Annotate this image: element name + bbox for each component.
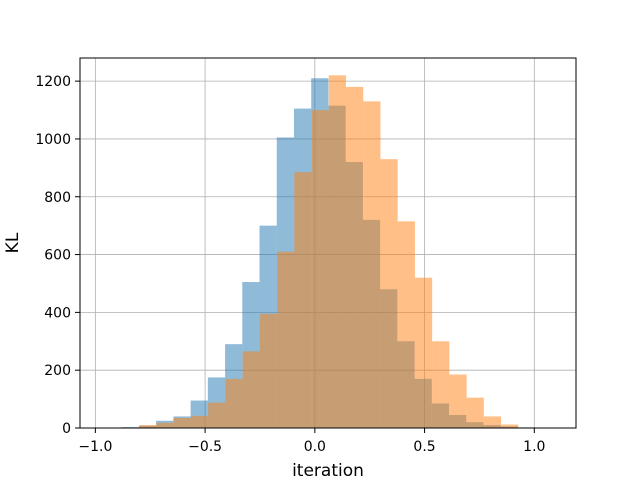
x-tick-label: −1.0 — [78, 439, 112, 455]
x-tick-label: 0.0 — [304, 439, 326, 455]
x-axis-label: iteration — [292, 461, 364, 480]
y-tick-label: 400 — [44, 305, 71, 321]
hist-bar-series-2 — [501, 424, 519, 428]
y-tick-label: 600 — [44, 248, 71, 264]
hist-bar-series-2 — [225, 378, 243, 428]
y-axis-ticks: 0 200 400 600 800 1000 1200 — [35, 74, 80, 437]
y-tick-label: 0 — [62, 421, 71, 437]
hist-bar-series-2 — [449, 374, 467, 428]
hist-bar-series-2 — [156, 422, 174, 428]
hist-bar-series-2 — [380, 159, 398, 428]
plot-frame — [79, 57, 577, 429]
hist-bar-series-2 — [259, 313, 278, 428]
hist-bar-series-2 — [328, 75, 346, 428]
hist-bar-series-2 — [414, 277, 433, 428]
y-tick-label: 800 — [44, 190, 71, 206]
hist-bar-series-2 — [483, 416, 502, 428]
hist-bar-series-2 — [277, 251, 295, 428]
hist-bar-series-2 — [173, 417, 191, 428]
hist-bar-series-2 — [397, 221, 415, 428]
x-axis-ticks: −1.0 −0.5 0.0 0.5 1.0 — [78, 428, 545, 455]
hist-bar-series-2 — [466, 397, 484, 428]
y-tick-label: 1200 — [35, 74, 71, 90]
x-tick-label: 0.5 — [413, 439, 435, 455]
y-tick-label: 200 — [44, 363, 71, 379]
hist-bar-series-2 — [363, 101, 381, 428]
y-tick-label: 1000 — [35, 132, 71, 148]
x-tick-label: −0.5 — [188, 439, 222, 455]
hist-bar-series-2 — [208, 402, 226, 428]
x-tick-label: 1.0 — [523, 439, 545, 455]
hist-bar-series-2 — [139, 425, 157, 428]
hist-bar-series-2 — [345, 86, 364, 428]
hist-bar-series-2 — [294, 172, 312, 428]
hist-bar-series-2 — [190, 415, 209, 428]
hist-bar-series-2 — [432, 341, 450, 428]
hist-bar-series-2 — [242, 351, 260, 428]
hist-bar-series-2 — [311, 110, 329, 428]
y-axis-label: KL — [3, 232, 23, 253]
histogram-bars — [121, 75, 553, 428]
